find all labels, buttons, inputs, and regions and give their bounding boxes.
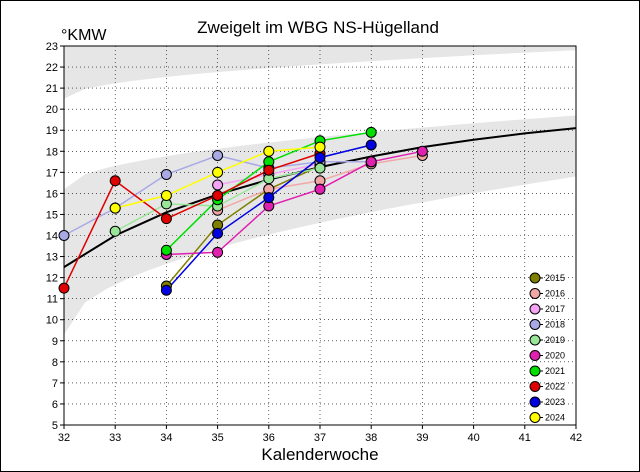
legend-label-2024: 2024 — [545, 413, 565, 423]
y-tick-label: 8 — [52, 357, 58, 369]
tolerance-band-1 — [64, 46, 576, 99]
data-point-2024 — [212, 166, 224, 178]
y-tick-label: 14 — [46, 231, 58, 243]
legend-label-2017: 2017 — [545, 304, 565, 314]
x-tick-label: 36 — [263, 432, 275, 444]
legend-label-2016: 2016 — [545, 289, 565, 299]
y-tick-label: 15 — [46, 209, 58, 221]
data-point-2017 — [212, 179, 224, 191]
chart-title: Zweigelt im WBG NS-Hügelland — [197, 18, 439, 37]
x-tick-label: 32 — [58, 432, 70, 444]
legend-marker-2015 — [529, 272, 541, 284]
legend-marker-2018 — [529, 319, 541, 330]
y-tick-label: 20 — [46, 104, 58, 116]
y-tick-label: 7 — [52, 378, 58, 390]
data-point-2023 — [212, 227, 224, 239]
series-line-2020 — [166, 150, 423, 256]
y-axis-label: °KMW — [61, 27, 107, 44]
y-tick-label: 11 — [47, 294, 58, 306]
legend-label-2022: 2022 — [545, 382, 565, 392]
data-point-2018 — [58, 230, 70, 241]
x-tick-label: 39 — [416, 432, 428, 444]
data-point-2020 — [314, 183, 326, 195]
data-point-2024 — [314, 141, 326, 153]
legend-marker-2021 — [529, 365, 541, 377]
x-tick-label: 38 — [365, 432, 377, 444]
legend-marker-2016 — [529, 288, 541, 299]
legend-label-2021: 2021 — [545, 366, 565, 376]
data-point-2022 — [212, 189, 224, 201]
legend-marker-2024 — [529, 412, 541, 423]
y-tick-label: 17 — [46, 167, 58, 179]
data-point-2020 — [416, 145, 428, 157]
y-tick-label: 18 — [46, 146, 58, 158]
legend-label-2019: 2019 — [545, 335, 565, 345]
legend-marker-2017 — [529, 303, 541, 315]
y-tick-label: 16 — [46, 188, 58, 200]
y-tick-label: 6 — [52, 399, 58, 411]
data-point-2024 — [109, 202, 121, 214]
series-line-2022 — [63, 152, 321, 289]
data-point-2019 — [314, 162, 326, 174]
y-tick-label: 23 — [46, 41, 58, 53]
legend-label-2015: 2015 — [545, 273, 565, 283]
data-point-2020 — [365, 156, 377, 168]
legend-marker-2023 — [529, 396, 541, 408]
x-tick-label: 40 — [467, 432, 479, 444]
y-tick-label: 9 — [52, 336, 58, 348]
legend-label-2018: 2018 — [545, 320, 565, 330]
x-tick-label: 33 — [109, 432, 121, 444]
y-tick-label: 10 — [46, 315, 58, 327]
data-point-2018 — [212, 149, 224, 161]
data-point-2021 — [365, 126, 377, 138]
y-tick-label: 21 — [46, 83, 58, 95]
x-tick-label: 42 — [570, 432, 582, 444]
x-tick-label: 37 — [314, 432, 326, 444]
legend-marker-2022 — [529, 381, 541, 392]
y-tick-label: 19 — [46, 125, 58, 137]
data-point-2023 — [160, 284, 172, 296]
legend-label-2020: 2020 — [545, 351, 565, 361]
legend-marker-2019 — [529, 334, 541, 346]
data-point-2022 — [160, 213, 172, 225]
data-point-2020 — [212, 246, 224, 258]
data-point-2018 — [160, 168, 172, 180]
data-point-2023 — [263, 192, 275, 204]
data-point-2024 — [263, 145, 275, 157]
x-tick-label: 34 — [160, 432, 172, 444]
data-point-2023 — [365, 139, 377, 151]
data-point-2022 — [109, 175, 121, 187]
tolerance-band-2 — [64, 115, 576, 335]
y-tick-label: 12 — [46, 273, 58, 285]
y-tick-label: 5 — [52, 420, 58, 432]
x-axis-label: Kalenderwoche — [261, 445, 378, 464]
legend-marker-2020 — [529, 350, 541, 361]
data-point-2023 — [314, 152, 326, 164]
y-tick-label: 13 — [46, 252, 58, 264]
y-tick-label: 22 — [46, 62, 58, 74]
x-tick-label: 41 — [519, 432, 531, 444]
legend-label-2023: 2023 — [545, 397, 565, 407]
x-tick-label: 35 — [211, 432, 223, 444]
data-point-2021 — [160, 244, 172, 256]
data-point-2022 — [58, 282, 70, 294]
data-point-2019 — [109, 225, 121, 237]
data-point-2022 — [263, 164, 275, 176]
data-point-2024 — [160, 189, 172, 201]
